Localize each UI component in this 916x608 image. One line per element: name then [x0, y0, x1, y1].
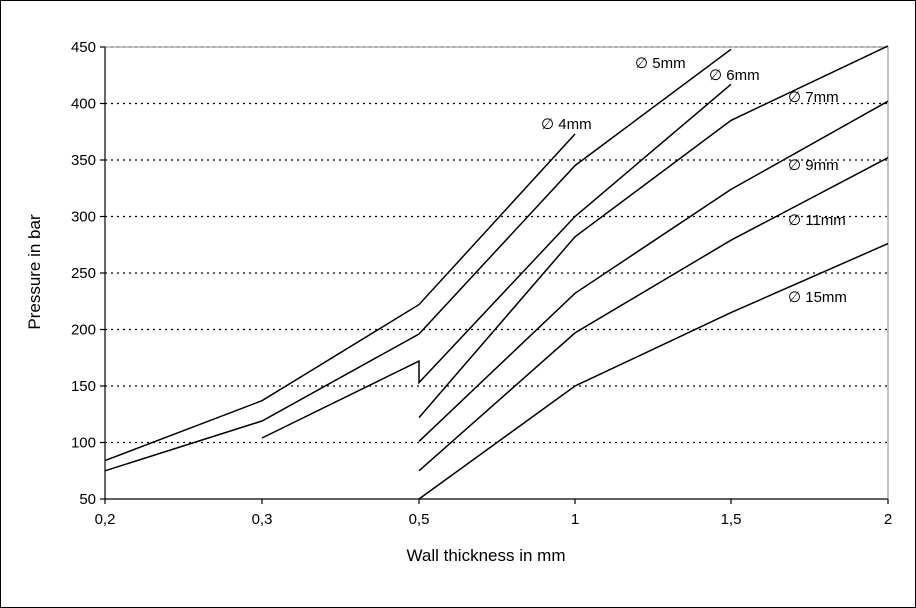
series-line — [104, 48, 732, 472]
y-tick-label: 350 — [71, 152, 96, 169]
series-layer — [104, 45, 889, 500]
x-tick-label: 2 — [884, 511, 892, 528]
y-tick-label: 450 — [71, 39, 96, 56]
series-label: ∅ 6mm — [709, 67, 760, 84]
y-tick-label: 200 — [71, 322, 96, 339]
y-tick-label: 150 — [71, 378, 96, 395]
label-layer: ∅ 4mm ∅ 5mm ∅ 6mm ∅ 7mm ∅ 9mm ∅ 11mm ∅ 15mm — [541, 55, 847, 306]
x-tick-label: 0,3 — [252, 511, 273, 528]
series-label: ∅ 11mm — [788, 212, 846, 229]
series-label: ∅ 15mm — [788, 289, 847, 306]
series-line — [261, 83, 732, 439]
y-tick-label: 100 — [71, 435, 96, 452]
grid-layer — [105, 46, 888, 444]
series-label: ∅ 5mm — [635, 55, 686, 72]
x-axis-title: Wall thickness in mm — [406, 546, 565, 565]
x-tick-label: 1 — [571, 511, 579, 528]
series-line — [418, 242, 889, 500]
series-line — [418, 100, 889, 442]
y-axis-title: Pressure in bar — [25, 214, 44, 330]
y-tick-label: 400 — [71, 96, 96, 113]
y-tick-label: 250 — [71, 265, 96, 282]
series-label: ∅ 7mm — [788, 89, 839, 106]
axes-layer: 50 100 150 200 250 300 350 400 450 0,2 0,3 0,5 1 1,5 2 — [71, 39, 892, 528]
series-line — [104, 133, 576, 462]
x-tick-label: 0,2 — [95, 511, 116, 528]
x-tick-label: 1,5 — [721, 511, 742, 528]
series-label: ∅ 4mm — [541, 116, 592, 133]
y-tick-label: 50 — [79, 491, 96, 508]
series-label: ∅ 9mm — [788, 157, 839, 174]
y-tick-label: 300 — [71, 209, 96, 226]
series-line — [418, 45, 889, 419]
x-tick-label: 0,5 — [409, 511, 430, 528]
series-line — [418, 157, 889, 472]
